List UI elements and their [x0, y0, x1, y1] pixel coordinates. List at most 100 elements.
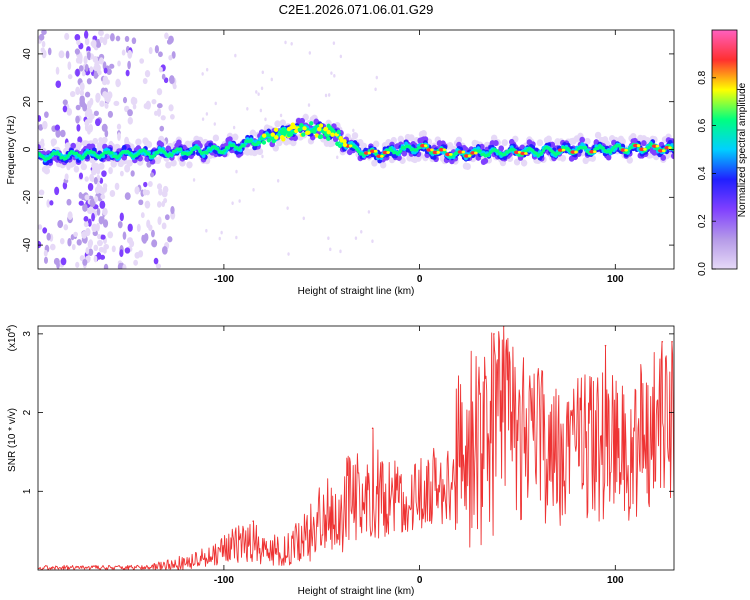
spectrogram-cell	[218, 236, 221, 241]
spectrogram-cell	[83, 221, 89, 228]
spectrogram-cell	[336, 155, 339, 160]
spectrogram-cell	[154, 45, 160, 54]
spectrogram-cell	[101, 136, 108, 144]
snr-x-tick-label: -100	[214, 575, 234, 586]
spectrogram-cell	[326, 136, 331, 141]
spectrogram-cell	[401, 150, 408, 157]
spectrogram-cell	[38, 124, 44, 131]
spectrogram-cell	[261, 154, 264, 159]
spectrogram-cell	[99, 254, 106, 260]
spectrogram-cell	[117, 60, 121, 67]
spectrogram-cell	[97, 234, 102, 240]
spectrogram-cell	[158, 188, 163, 196]
spectrogram-cell	[62, 181, 68, 190]
spectrogram-cell	[596, 146, 600, 151]
spectrogram-cell	[214, 101, 217, 106]
spectrogram-cell	[147, 152, 151, 157]
spectrogram-cell	[102, 219, 109, 228]
spectrogram-cell	[252, 188, 255, 192]
spectrogram-cell	[255, 90, 258, 94]
spectrogram-cell	[159, 125, 165, 132]
spectrogram-cell	[138, 250, 144, 258]
spectrogram-cell	[95, 95, 101, 103]
snr-x-tick-label: 100	[607, 575, 624, 586]
spectrogram-cell	[288, 132, 293, 137]
spectrogram-cell	[352, 128, 355, 133]
spectrogram-cell	[264, 117, 267, 122]
spectrogram-cell	[294, 128, 299, 134]
spectrogram-cell	[89, 198, 96, 208]
spectrogram-cell	[513, 158, 521, 166]
spectrogram-cell	[271, 138, 277, 144]
colorbar: 0.0 0.2 0.4 0.6 0.8 Normalized spectral ampl…	[697, 29, 748, 276]
spectrogram-cell	[64, 142, 72, 150]
spectrogram-cell	[92, 137, 99, 145]
spectrogram-cell	[266, 138, 272, 143]
spectrogram-cell	[408, 134, 415, 142]
snr-y-tick-label: 2	[22, 409, 33, 415]
spectrogram-x-axis-label: Height of straight line (km)	[298, 286, 415, 297]
spectrogram-cell	[114, 182, 120, 191]
spectrogram-cell	[78, 65, 84, 72]
spectrogram-cell	[121, 49, 126, 56]
spectrogram-cell	[326, 130, 331, 135]
spectrogram-cell	[661, 149, 666, 153]
spectrogram-cell	[498, 145, 505, 152]
spectrogram-cell	[467, 154, 472, 158]
spectrogram-cell	[127, 60, 131, 70]
spectrogram-cell	[76, 39, 81, 46]
spectrogram-panel: -100 0 100 -40 -20 0 20 40 Height of straight …	[6, 29, 675, 297]
spectrogram-cell	[116, 123, 122, 130]
spectrogram-cell	[367, 210, 371, 214]
spectrogram-cell	[89, 66, 94, 73]
spectrogram-cell	[156, 103, 163, 109]
spectrogram-cell	[43, 249, 48, 257]
spectrogram-cell	[148, 46, 153, 55]
spectrogram-cell	[108, 166, 113, 175]
spectrogram-cell	[641, 140, 647, 147]
spectrogram-cell	[93, 255, 98, 263]
spectrogram-y-tick-label: -20	[22, 190, 33, 205]
spectrogram-cell	[87, 208, 93, 214]
spectrogram-cell	[75, 86, 81, 96]
spectrogram-cell	[639, 147, 645, 152]
colorbar-label: Normalized spectral amplitude	[737, 82, 748, 217]
snr-multiplier-exp: 4	[6, 328, 13, 332]
spectrogram-cell	[457, 150, 463, 154]
spectrogram-cell	[330, 71, 333, 75]
spectrogram-cell	[318, 123, 324, 128]
spectrogram-cell	[95, 41, 102, 48]
spectrogram-cell	[57, 152, 61, 157]
spectrogram-cell	[238, 199, 241, 203]
spectrogram-y-axis-label: Frequency (Hz)	[6, 116, 17, 185]
spectrogram-cell	[129, 240, 135, 248]
spectrogram-cell	[163, 198, 168, 204]
spectrogram-cell	[651, 144, 658, 148]
colorbar-tick-label: 0.8	[697, 70, 708, 84]
spectrogram-cell	[144, 70, 151, 78]
spectrogram-cell	[156, 201, 162, 208]
spectrogram-cell	[279, 135, 285, 140]
spectrogram-cell	[84, 176, 89, 182]
spectrogram-cell	[463, 154, 470, 158]
spectrogram-cell	[119, 212, 124, 222]
spectrogram-cell	[98, 216, 104, 225]
spectrogram-cell	[127, 109, 133, 117]
spectrogram-cell	[270, 77, 273, 82]
colorbar-tick-label: 0.4	[697, 166, 708, 180]
spectrogram-cell	[171, 51, 176, 59]
spectrogram-cell	[130, 170, 135, 177]
spectrogram-cell	[102, 36, 108, 46]
spectrogram-cell	[127, 49, 133, 59]
spectrogram-cell	[426, 148, 432, 152]
spectrogram-cell	[260, 86, 264, 91]
spectrogram-cell	[92, 151, 96, 155]
spectrogram-cell	[103, 185, 108, 193]
spectrogram-cell	[617, 144, 621, 148]
spectrogram-cell	[134, 186, 140, 195]
spectrogram-cell	[64, 32, 70, 41]
spectrogram-cell	[342, 139, 347, 144]
snr-peak-point	[371, 427, 374, 430]
spectrogram-cell	[74, 48, 80, 55]
spectrogram-cell	[107, 110, 113, 118]
